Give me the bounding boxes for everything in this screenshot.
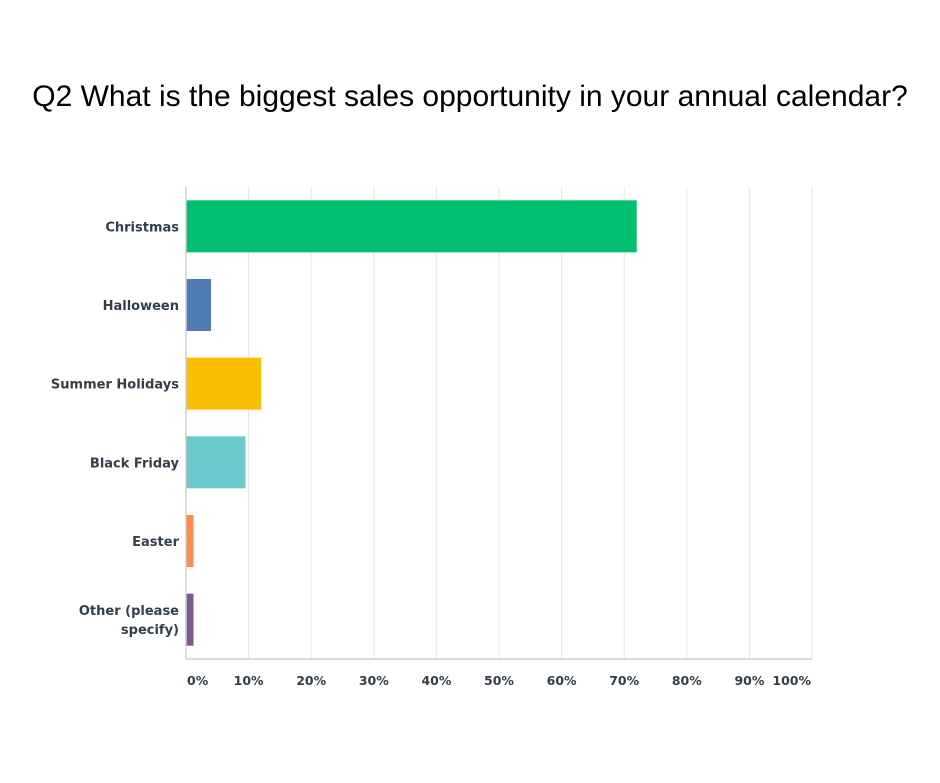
x-tick-label: 40% bbox=[421, 673, 451, 688]
bar-black-friday bbox=[186, 436, 246, 489]
chart-title: Q2 What is the biggest sales opportunity… bbox=[32, 80, 908, 113]
category-label: Halloween bbox=[103, 299, 179, 314]
grid-lines bbox=[248, 187, 813, 659]
bar-halloween bbox=[186, 279, 212, 331]
x-tick-labels: 0% 10% 20% 30% 40% 50% 60% 70% 80% 90% 100% bbox=[187, 673, 811, 688]
x-tick-label: 90% bbox=[734, 673, 764, 688]
axes bbox=[185, 187, 812, 660]
bars bbox=[186, 200, 637, 646]
x-tick-label: 20% bbox=[296, 673, 326, 688]
x-tick-label: 60% bbox=[547, 673, 577, 688]
bar-summer-holidays bbox=[186, 357, 262, 410]
category-label: Black Friday bbox=[90, 456, 180, 471]
bar-easter bbox=[186, 515, 194, 567]
x-tick-label: 70% bbox=[609, 673, 639, 688]
category-labels: Christmas Halloween Summer Holidays Black F… bbox=[51, 220, 180, 638]
x-tick-label: 100% bbox=[772, 673, 811, 688]
bar-other-please-specify bbox=[186, 593, 194, 646]
x-tick-label: 80% bbox=[672, 673, 702, 688]
x-tick-label: 50% bbox=[484, 673, 514, 688]
category-label: Summer Holidays bbox=[51, 378, 179, 393]
bar-christmas bbox=[186, 200, 637, 253]
category-label: Easter bbox=[132, 535, 179, 550]
category-label: Christmas bbox=[105, 220, 179, 235]
x-tick-label: 30% bbox=[359, 673, 389, 688]
x-tick-label: 10% bbox=[234, 673, 264, 688]
category-label: Other (please specify) bbox=[79, 604, 179, 638]
x-tick-label: 0% bbox=[187, 673, 209, 688]
